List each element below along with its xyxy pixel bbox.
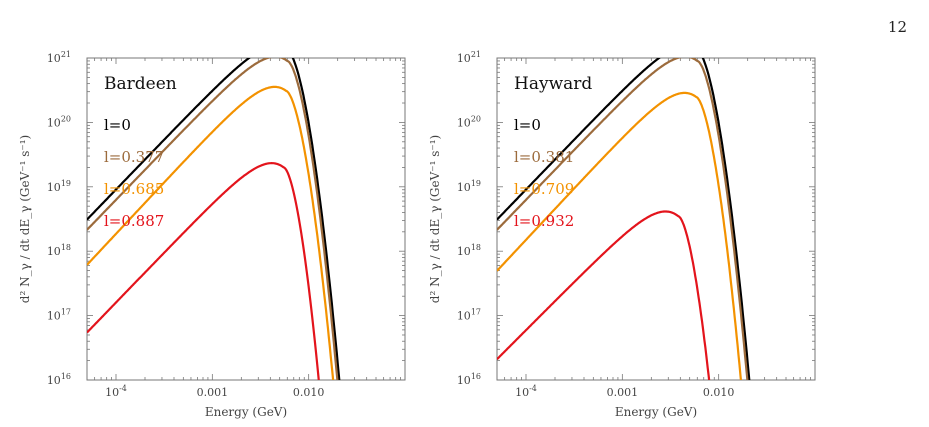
legend-entry-1: l=0.381 (514, 148, 574, 166)
y-tick-label: 1016 (47, 372, 71, 387)
y-tick-base: 10 (47, 374, 61, 387)
x-tick-label: 0.001 (197, 386, 229, 399)
series-line-0 (87, 58, 341, 380)
y-tick-exponent: 16 (61, 372, 71, 381)
chart-title: Hayward (514, 74, 592, 94)
series-group (497, 58, 751, 380)
chart-panel-bardeen: 10-4 0.001 0.010101610171018101910201021En… (18, 50, 406, 419)
y-axis-title: d² N_γ / dt dE_γ (GeV⁻¹ s⁻¹) (18, 135, 32, 303)
y-tick-exponent: 21 (471, 50, 481, 59)
series-line-2 (497, 91, 743, 380)
series-line-0 (497, 58, 751, 380)
legend-entry-3: l=0.932 (514, 212, 574, 230)
series-line-1 (497, 58, 749, 380)
y-tick-base: 10 (457, 374, 471, 387)
legend-entry-2: l=0.709 (514, 180, 574, 198)
y-tick-label: 1020 (47, 114, 71, 129)
y-tick-label: 1020 (457, 114, 481, 129)
x-axis-title: Energy (GeV) (615, 405, 697, 419)
y-tick-base: 10 (47, 116, 61, 129)
y-tick-label: 1016 (457, 372, 481, 387)
y-tick-base: 10 (47, 310, 61, 323)
legend-entry-2: l=0.685 (104, 180, 164, 198)
legend-entry-1: l=0.377 (104, 148, 164, 166)
series-line-2 (87, 85, 335, 380)
y-axis-title: d² N_γ / dt dE_γ (GeV⁻¹ s⁻¹) (428, 135, 442, 303)
y-tick-label: 1017 (47, 308, 71, 323)
y-tick-exponent: 18 (471, 243, 481, 252)
x-axis-title: Energy (GeV) (205, 405, 287, 419)
y-tick-exponent: 17 (61, 308, 71, 317)
page-number: 12 (887, 18, 907, 36)
series-line-1 (87, 58, 339, 380)
x-tick-label: 10-4 (515, 384, 537, 399)
chart-title: Bardeen (104, 74, 177, 94)
x-tick-label: 10-4 (105, 384, 127, 399)
y-tick-exponent: 18 (61, 243, 71, 252)
x-tick-label: 0.010 (293, 386, 325, 399)
y-tick-base: 10 (47, 52, 61, 65)
y-tick-exponent: 19 (61, 179, 71, 188)
y-tick-exponent: 20 (471, 114, 481, 123)
chart-panel-hayward: 10-4 0.001 0.010101610171018101910201021En… (428, 50, 816, 419)
x-tick-base: 10 (105, 386, 119, 399)
y-tick-label: 1019 (47, 179, 71, 194)
legend-entry-3: l=0.887 (104, 212, 164, 230)
legend-entry-0: l=0 (104, 116, 131, 134)
y-tick-exponent: 16 (471, 372, 481, 381)
y-tick-label: 1021 (457, 50, 481, 65)
x-tick-base: 10 (515, 386, 529, 399)
y-tick-exponent: 19 (471, 179, 481, 188)
series-line-3 (497, 210, 711, 380)
x-tick-exponent: -4 (529, 384, 537, 393)
x-tick-label: 0.010 (703, 386, 735, 399)
y-tick-exponent: 21 (61, 50, 71, 59)
y-tick-base: 10 (457, 310, 471, 323)
y-tick-base: 10 (457, 245, 471, 258)
y-tick-label: 1018 (47, 243, 71, 258)
y-tick-exponent: 17 (471, 308, 481, 317)
y-tick-base: 10 (457, 52, 471, 65)
y-tick-label: 1019 (457, 179, 481, 194)
series-group (87, 58, 341, 380)
y-tick-label: 1018 (457, 243, 481, 258)
y-tick-base: 10 (47, 245, 61, 258)
y-tick-base: 10 (457, 116, 471, 129)
legend-entry-0: l=0 (514, 116, 541, 134)
y-tick-exponent: 20 (61, 114, 71, 123)
x-tick-label: 0.001 (607, 386, 639, 399)
series-line-3 (87, 162, 320, 380)
y-tick-label: 1021 (47, 50, 71, 65)
y-tick-base: 10 (457, 181, 471, 194)
y-tick-base: 10 (47, 181, 61, 194)
x-tick-exponent: -4 (119, 384, 127, 393)
y-tick-label: 1017 (457, 308, 481, 323)
